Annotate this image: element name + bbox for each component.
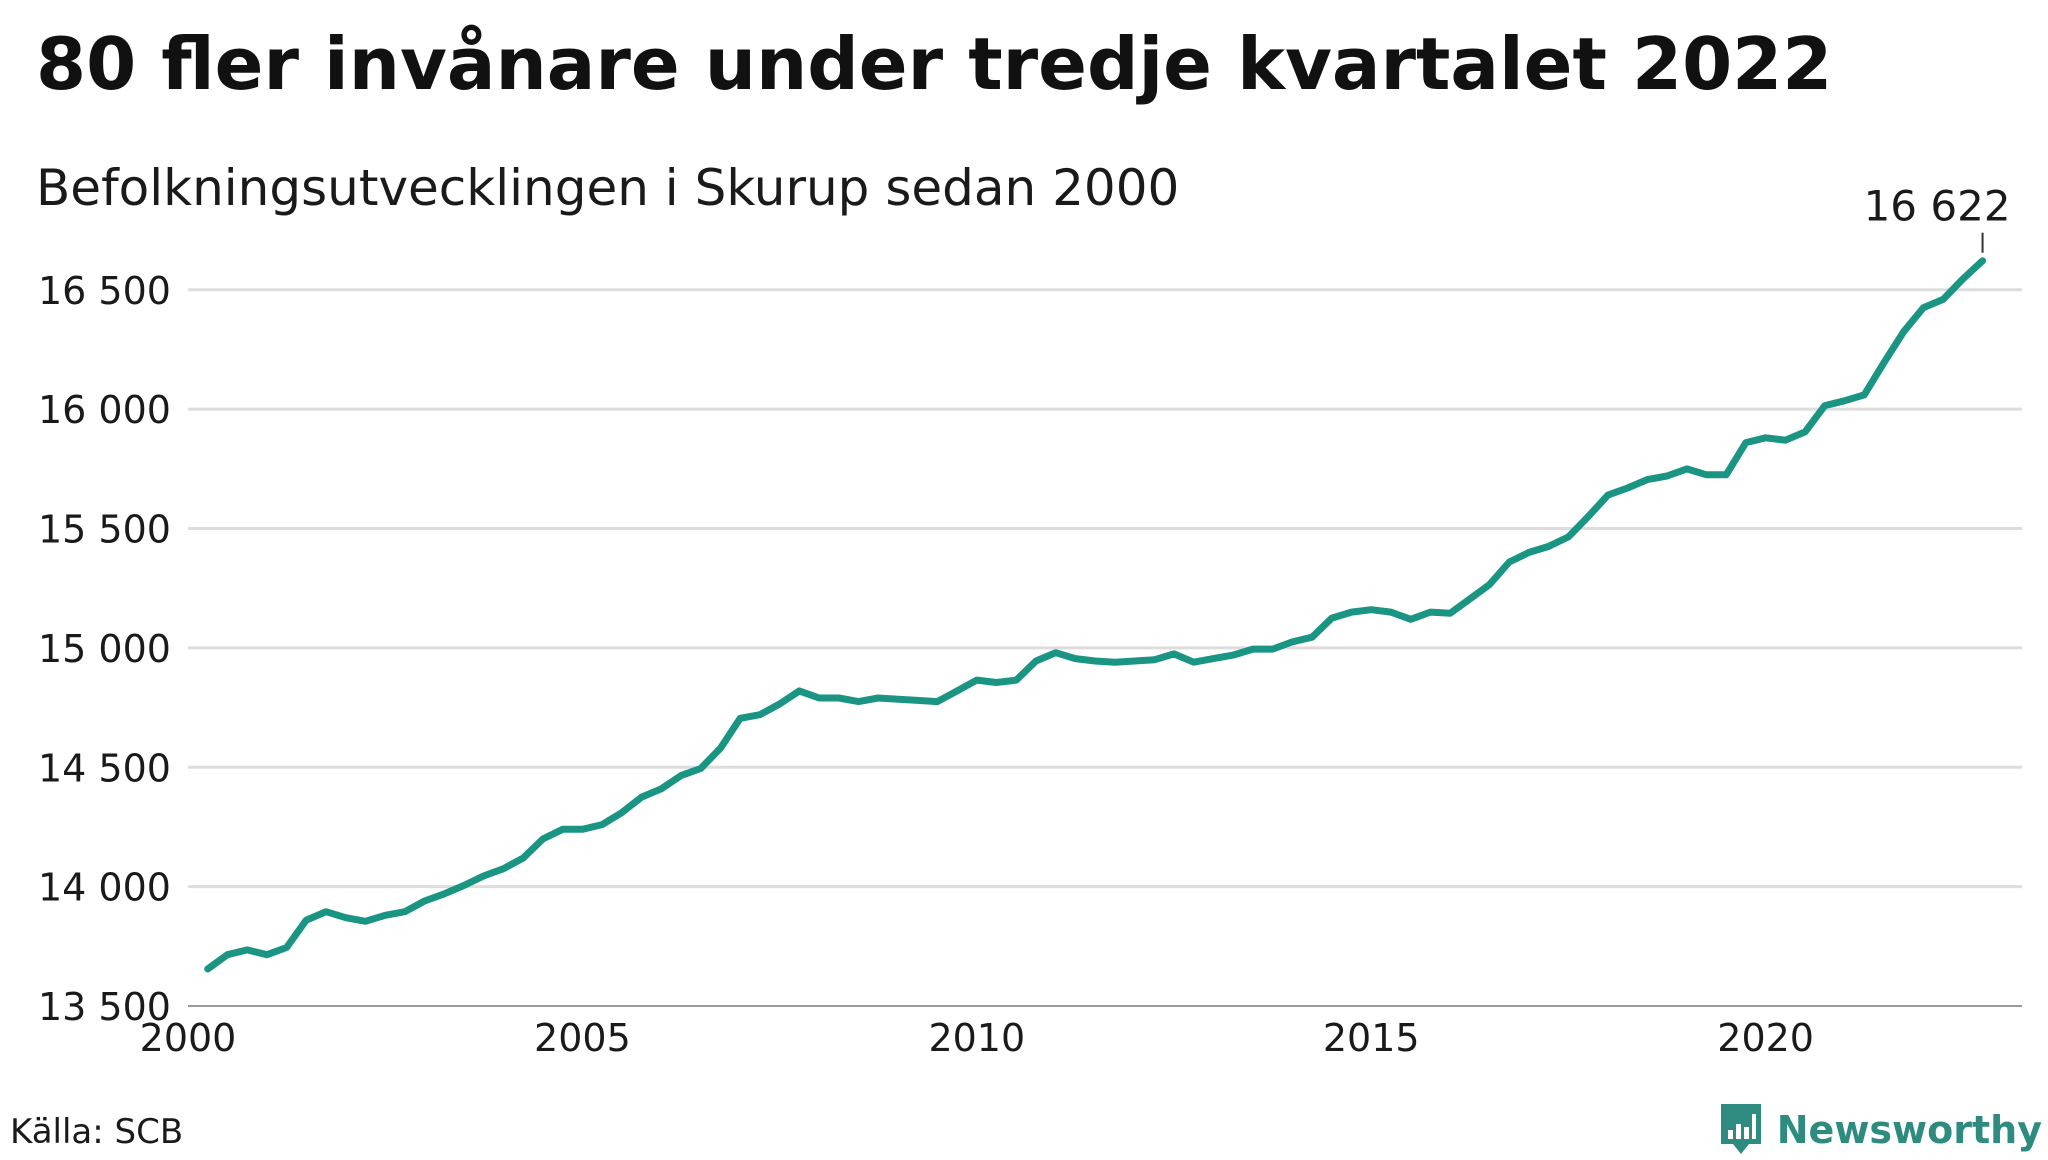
- brand-logo: Newsworthy: [1717, 1100, 2042, 1160]
- chart-subtitle: Befolkningsutvecklingen i Skurup sedan 2…: [36, 159, 1180, 217]
- population-line: [204, 257, 1987, 973]
- y-axis-labels: 13 500 14 000 14 500 15 000 15 500 16 000 16 5…: [38, 269, 171, 1029]
- x-axis-labels: 2000 2005 2010 2015 2020: [140, 1016, 1814, 1060]
- y-tick-label: 15 000: [38, 627, 171, 671]
- series-layer: [204, 257, 1987, 973]
- y-tick-label: 15 500: [38, 508, 171, 552]
- y-tick-label: 16 500: [38, 269, 171, 313]
- newsworthy-logo-icon: [1720, 1104, 1761, 1154]
- x-tick-label: 2005: [534, 1016, 631, 1060]
- y-tick-label: 13 500: [38, 985, 171, 1029]
- x-tick-label: 2000: [140, 1016, 237, 1060]
- source-note: Källa: SCB: [10, 1112, 184, 1152]
- x-tick-label: 2015: [1323, 1016, 1420, 1060]
- chart-title: 80 fler invånare under tredje kvartalet …: [36, 22, 1833, 106]
- y-tick-label: 14 000: [38, 866, 171, 910]
- brand-name: Newsworthy: [1776, 1108, 2042, 1152]
- y-tick-label: 14 500: [38, 746, 171, 790]
- x-tick-label: 2010: [928, 1016, 1025, 1060]
- y-tick-label: 16 000: [38, 388, 171, 432]
- annotation-layer: 16 622: [1864, 182, 2011, 253]
- grid-lines: [188, 288, 2022, 1007]
- x-tick-label: 2020: [1717, 1016, 1814, 1060]
- end-value-label: 16 622: [1864, 182, 2011, 231]
